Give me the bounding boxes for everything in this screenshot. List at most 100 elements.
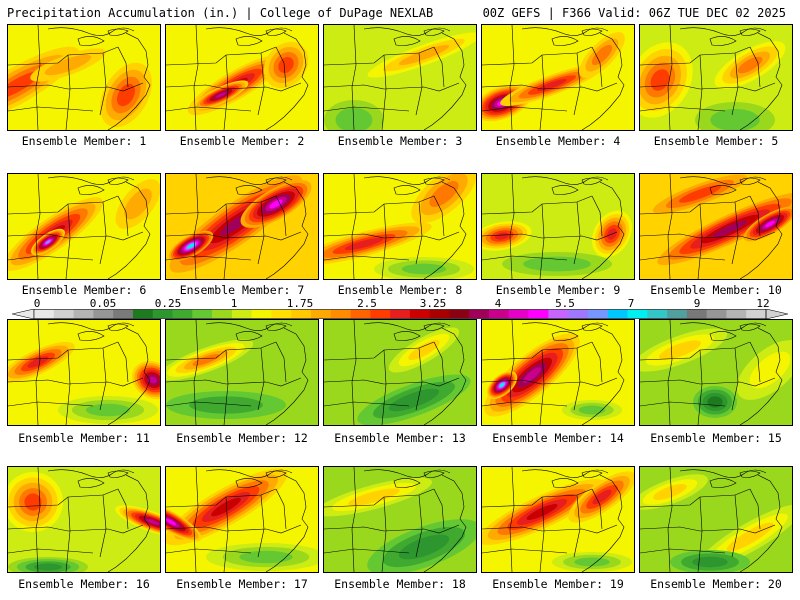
precip-contour (398, 534, 450, 560)
colorbar-tick-2: 0.25 (154, 297, 182, 310)
map-outline (47, 469, 135, 478)
map-outline (415, 347, 423, 411)
map-outline (679, 469, 767, 478)
ensemble-panel-8 (323, 173, 477, 280)
map-outline (749, 488, 761, 530)
precip-map-7 (166, 174, 318, 279)
colorbar-tick-3: 1 (230, 297, 238, 310)
colorbar-bin (587, 309, 609, 319)
map-outline (482, 231, 618, 241)
precip-map-16 (8, 467, 160, 572)
ensemble-label-15: Ensemble Member: 15 (650, 431, 782, 445)
state-borders (166, 320, 309, 425)
colorbar-bin (271, 309, 292, 319)
map-outline (8, 401, 94, 407)
map-outline (667, 25, 673, 130)
colorbar-bin (508, 309, 529, 319)
precip-map-15 (640, 320, 792, 425)
map-outline (539, 203, 545, 279)
ensemble-panel-2 (165, 24, 319, 131)
map-outline (265, 323, 287, 331)
map-outline (731, 201, 739, 265)
ensemble-label-2: Ensemble Member: 2 (179, 134, 305, 148)
map-outline (591, 488, 603, 530)
map-outline (117, 46, 129, 88)
map-outline (581, 323, 603, 331)
precip-contour (45, 240, 51, 244)
map-outline (591, 341, 603, 383)
map-outline (324, 231, 460, 241)
map-outline (393, 185, 421, 195)
map-outline (265, 177, 287, 185)
map-outline (640, 106, 726, 112)
map-outline (749, 46, 761, 88)
map-outline (749, 195, 761, 237)
map-outline (363, 322, 451, 331)
colorbar-bin (310, 309, 332, 319)
precip-map-13 (324, 320, 476, 425)
map-outline (482, 524, 618, 534)
map-outline (117, 341, 129, 383)
map-outline (640, 401, 726, 407)
map-outline (415, 494, 423, 558)
precip-contour (166, 518, 177, 526)
ensemble-label-6: Ensemble Member: 6 (21, 283, 147, 297)
precip-contour (401, 263, 447, 275)
map-outline (193, 25, 199, 130)
map-outline (731, 347, 739, 411)
map-outline (521, 469, 609, 478)
map-outline (324, 524, 460, 534)
map-outline (640, 255, 726, 261)
ensemble-panel-3 (323, 24, 477, 131)
map-outline (482, 82, 618, 92)
map-outline (166, 231, 302, 241)
map-outline (581, 474, 625, 572)
map-outline (573, 52, 581, 116)
precip-map-10 (640, 174, 792, 279)
precip-contour (344, 237, 384, 251)
colorbar-bin (706, 309, 727, 319)
precip-contour (335, 107, 373, 130)
map-outline (193, 320, 199, 425)
map-outline (193, 467, 199, 572)
map-outline (433, 488, 445, 530)
state-borders (482, 467, 625, 572)
ensemble-panel-18 (323, 466, 477, 573)
ensemble-panel-20 (639, 466, 793, 573)
map-outline (223, 54, 229, 130)
colorbar-bin (647, 309, 668, 319)
state-borders (482, 320, 625, 425)
colorbar-bin (667, 309, 688, 319)
map-outline (509, 320, 515, 425)
map-outline (581, 177, 603, 185)
colorbar-tick-5: 2.5 (357, 297, 377, 310)
map-outline (35, 320, 41, 425)
map-outline (363, 27, 451, 36)
map-outline (8, 377, 144, 387)
ensemble-label-7: Ensemble Member: 7 (179, 283, 305, 297)
state-borders (324, 25, 467, 130)
ensemble-panel-11 (7, 319, 161, 426)
precip-contour (8, 71, 40, 99)
precip-contour (348, 488, 400, 506)
map-outline (521, 176, 609, 185)
state-borders (640, 174, 783, 279)
precip-contour (398, 44, 450, 66)
map-outline (107, 177, 129, 185)
map-outline (667, 174, 673, 279)
map-outline (539, 496, 545, 572)
map-outline (257, 52, 265, 116)
map-outline (166, 106, 252, 112)
map-outline (581, 28, 603, 36)
map-outline (482, 377, 618, 387)
map-outline (8, 524, 144, 534)
ensemble-label-14: Ensemble Member: 14 (492, 431, 624, 445)
colorbar-tick-0: 0 (33, 297, 41, 310)
precip-contour (650, 69, 670, 91)
map-outline (107, 470, 129, 478)
map-outline (749, 341, 761, 383)
map-outline (265, 470, 287, 478)
precip-contour (124, 188, 152, 220)
map-outline (324, 106, 410, 112)
map-outline (99, 347, 107, 411)
